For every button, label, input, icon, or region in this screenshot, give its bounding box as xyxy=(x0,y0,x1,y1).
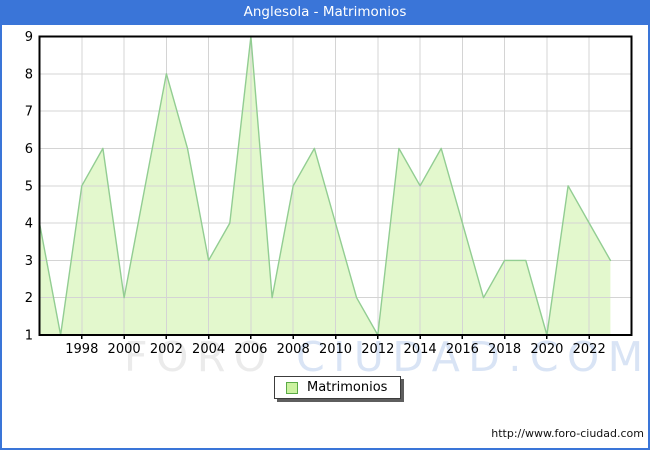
footer-url[interactable]: http://www.foro-ciudad.com xyxy=(491,427,644,440)
legend-swatch-matrimonios xyxy=(286,381,298,394)
chart-title: Anglesola - Matrimonios xyxy=(243,4,407,20)
x-tick-label: 2020 xyxy=(530,342,563,357)
y-tick-label: 2 xyxy=(25,291,33,306)
y-tick-label: 4 xyxy=(25,217,33,232)
x-tick-label: 2016 xyxy=(446,342,479,357)
y-tick-label: 3 xyxy=(25,254,33,269)
x-tick-label: 2002 xyxy=(150,342,183,357)
plot-frame xyxy=(38,35,633,336)
x-tick-label: 2008 xyxy=(277,342,310,357)
legend-box: Matrimonios xyxy=(274,376,402,399)
legend-label-matrimonios: Matrimonios xyxy=(307,380,388,395)
y-tick-label: 1 xyxy=(25,329,33,344)
data-line xyxy=(38,35,612,336)
watermark-part1: FORO xyxy=(124,333,275,381)
x-tick-label: 1998 xyxy=(65,342,98,357)
x-tick-label: 2022 xyxy=(573,342,606,357)
y-tick-label: 6 xyxy=(25,142,33,157)
y-tick-label: 9 xyxy=(25,30,33,45)
x-tick-label: 2014 xyxy=(404,342,437,357)
y-tick-label: 7 xyxy=(25,105,33,120)
x-tick-label: 2010 xyxy=(319,342,352,357)
chart-title-bar: Anglesola - Matrimonios xyxy=(0,0,650,25)
x-tick-label: 2012 xyxy=(361,342,394,357)
y-tick-label: 8 xyxy=(25,67,33,82)
x-tick-label: 2004 xyxy=(192,342,225,357)
watermark: FORO CIUDAD.COM xyxy=(124,337,650,378)
x-tick-label: 2006 xyxy=(234,342,267,357)
y-tick-label: 5 xyxy=(25,179,33,194)
x-tick-label: 2000 xyxy=(108,342,141,357)
x-tick-label: 2018 xyxy=(488,342,521,357)
watermark-part2: CIUDAD.COM xyxy=(274,333,650,381)
